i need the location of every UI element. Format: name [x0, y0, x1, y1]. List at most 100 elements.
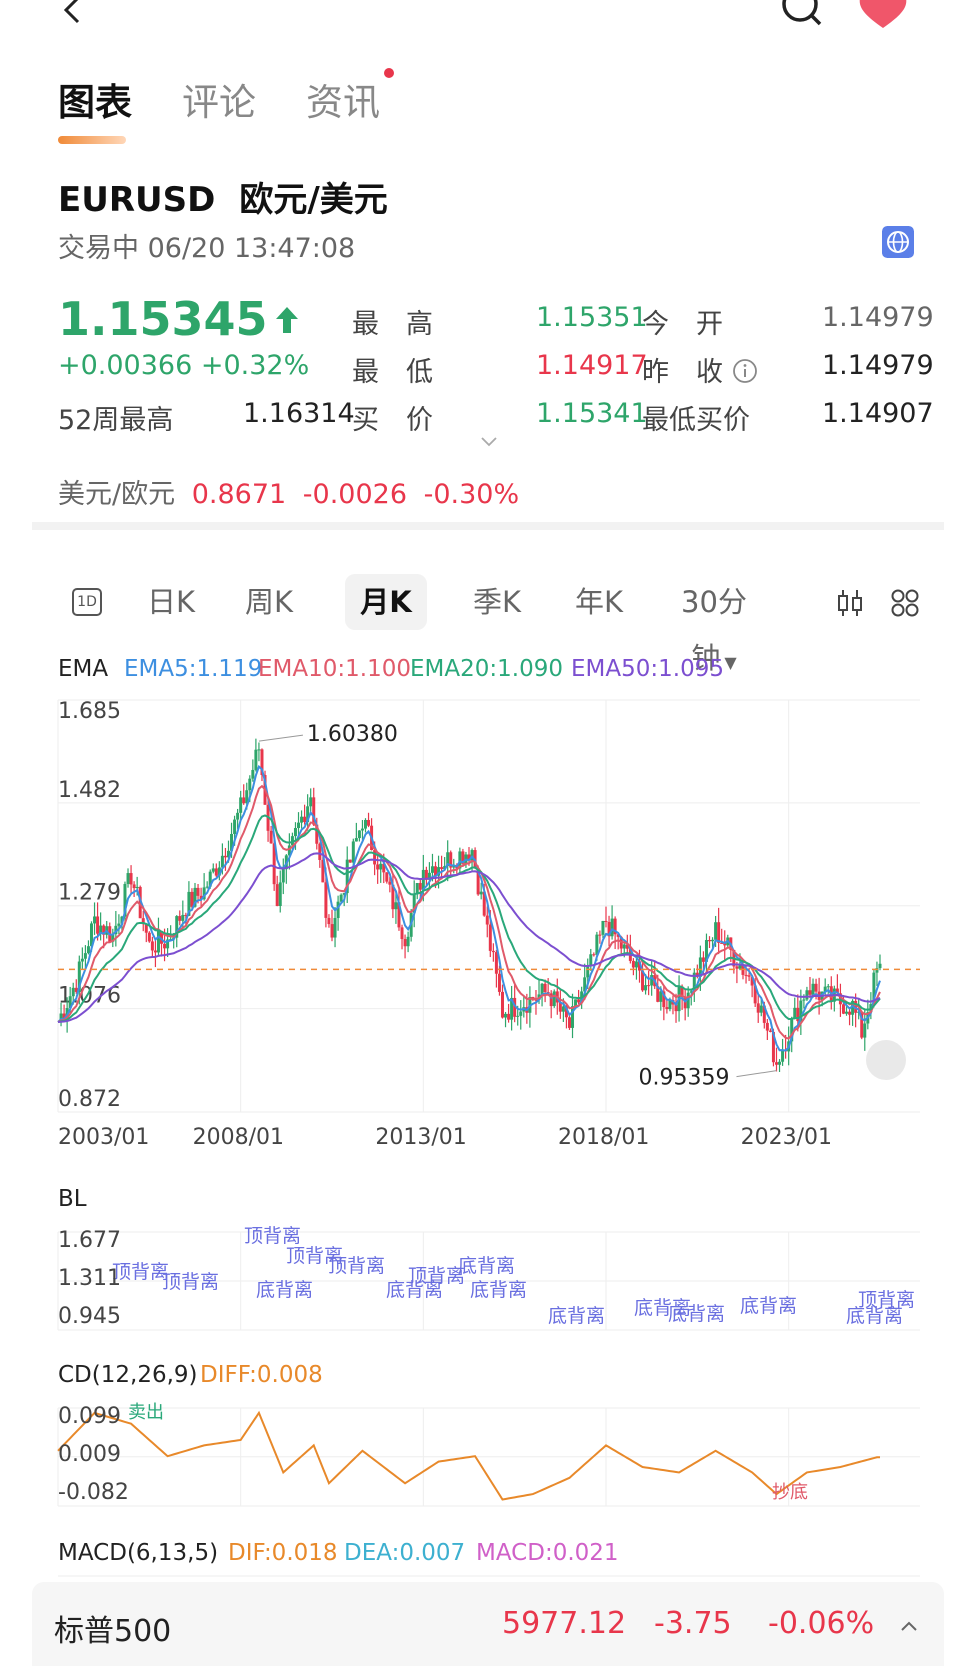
bl-signal-label: 顶背离 — [244, 1225, 301, 1247]
candle-body — [659, 991, 663, 1002]
candle-body — [83, 953, 87, 959]
candle-body — [214, 868, 218, 876]
period-year-button[interactable]: 年K — [574, 585, 624, 619]
candle-body — [516, 1015, 520, 1017]
ema10-line — [57, 784, 881, 1040]
usdeur-change: -0.0026 — [302, 479, 407, 510]
candle-body — [348, 859, 352, 863]
back-icon[interactable] — [52, 0, 92, 34]
candle-body — [251, 769, 255, 779]
bottom-ticker-bar[interactable]: 标普500 5977.12 -3.75 -0.06% — [32, 1582, 944, 1666]
candle-body — [281, 869, 285, 883]
candle-body — [89, 923, 93, 947]
candle-body — [190, 891, 194, 907]
candle-body — [485, 915, 489, 925]
bl-signal-label: 顶背离 — [408, 1265, 465, 1287]
low-annotation: 0.95359 — [638, 1066, 729, 1091]
grid-layout-icon[interactable] — [890, 588, 920, 618]
candle-body — [199, 895, 203, 900]
candle-body — [318, 843, 322, 860]
high-label: 最 高 — [352, 309, 433, 340]
low-value: 1.14917 — [536, 350, 648, 381]
candle-body — [583, 977, 587, 992]
candle-body — [765, 1022, 769, 1031]
bl-signal-label: 底背离 — [634, 1297, 691, 1319]
candle-body — [704, 940, 708, 962]
period-quarter-button[interactable]: 季K — [472, 585, 522, 619]
period-month-button[interactable]: 月K — [345, 574, 427, 630]
period-selector: 1D 日K 周K 月K 季K 年K 30分钟 ▼ — [58, 574, 922, 675]
candle-body — [385, 872, 389, 882]
candle-body — [808, 990, 812, 995]
candle-body — [577, 999, 581, 1003]
x-tick-label: 2003/01 — [58, 1125, 149, 1150]
candle-body — [519, 1011, 523, 1016]
x-tick-label: 2008/01 — [193, 1125, 284, 1150]
bl-title: BL — [58, 1186, 87, 1212]
ema5-line — [57, 764, 881, 1052]
bl-signal-label: 顶背离 — [112, 1261, 169, 1283]
candle-body — [762, 1005, 766, 1023]
period-30min-dropdown[interactable]: 30分钟 ▼ — [681, 585, 747, 675]
candle-body — [300, 816, 304, 823]
annotation-leader — [736, 1070, 777, 1078]
ticker-change: -3.75 — [654, 1606, 732, 1641]
candle-body — [552, 991, 556, 1007]
info-icon[interactable] — [732, 358, 758, 384]
chevron-down-icon[interactable] — [480, 436, 498, 448]
bl-signal-label: 顶背离 — [328, 1255, 385, 1277]
period-week-button[interactable]: 周K — [244, 585, 294, 619]
candle-body — [321, 859, 325, 883]
candle-body — [564, 1006, 568, 1018]
search-icon[interactable] — [778, 0, 826, 34]
tab-news[interactable]: 资讯 — [306, 68, 394, 132]
candle-body — [823, 986, 827, 992]
candle-body — [771, 1031, 775, 1063]
candle-body — [845, 1011, 849, 1014]
candle-body — [574, 999, 578, 1007]
candle-body — [641, 970, 645, 991]
chevron-up-icon[interactable] — [900, 1620, 918, 1632]
price-change: +0.00366 +0.32% — [58, 350, 310, 381]
bl-signal-label: 底背离 — [846, 1305, 903, 1327]
candle-body — [123, 883, 127, 917]
candle-body — [686, 992, 690, 1009]
globe-icon[interactable] — [882, 226, 914, 258]
candle-body — [290, 836, 294, 846]
candle-body — [412, 894, 416, 913]
bid-label: 买 价 — [352, 405, 433, 436]
candle-body — [415, 883, 419, 895]
candle-body — [309, 797, 313, 807]
candlestick-type-icon[interactable] — [836, 588, 864, 618]
bl-signal-label: 底背离 — [668, 1303, 725, 1325]
candle-body — [367, 819, 371, 826]
candle-body — [226, 850, 230, 858]
bl-tick-bottom: 0.945 — [58, 1304, 121, 1329]
ema50-legend: EMA50:1.095 — [571, 656, 724, 682]
period-1d-button[interactable]: 1D — [70, 574, 104, 630]
tab-comments[interactable]: 评论 — [182, 81, 256, 124]
calendar-1d-icon — [72, 588, 102, 616]
candle-body — [507, 1013, 511, 1020]
candle-body — [835, 988, 839, 994]
candle-body — [768, 1030, 772, 1032]
candle-body — [406, 936, 410, 947]
macd-dif: DIF:0.018 — [228, 1540, 338, 1566]
candle-body — [692, 972, 696, 992]
candle-body — [345, 859, 349, 894]
candle-body — [153, 950, 157, 953]
usd-eur-row[interactable]: 美元/欧元 0.8671 -0.0026 -0.30% — [58, 472, 519, 511]
candle-body — [339, 894, 343, 902]
candle-body — [500, 991, 504, 1018]
candle-body — [363, 819, 367, 829]
candle-body — [59, 1013, 63, 1023]
candle-body — [202, 887, 206, 900]
period-day-button[interactable]: 日K — [146, 585, 196, 619]
tab-chart[interactable]: 图表 — [58, 72, 132, 144]
symbol-name: 欧元/美元 — [239, 180, 388, 220]
favorite-heart-icon[interactable] — [856, 0, 910, 32]
candle-body — [750, 976, 754, 986]
candle-body — [802, 999, 806, 1001]
candle-body — [144, 924, 148, 933]
